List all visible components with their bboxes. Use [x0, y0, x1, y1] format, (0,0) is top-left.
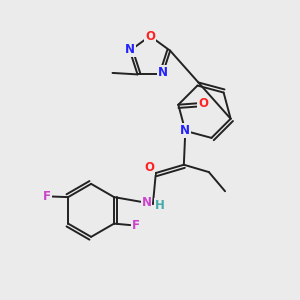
Text: N: N — [180, 124, 190, 137]
Text: O: O — [144, 161, 154, 174]
Text: N: N — [125, 43, 135, 56]
Text: O: O — [145, 30, 155, 43]
Text: O: O — [198, 97, 208, 110]
Text: F: F — [132, 219, 140, 232]
Text: H: H — [155, 199, 165, 212]
Text: N: N — [158, 66, 167, 80]
Text: N: N — [142, 196, 152, 209]
Text: F: F — [43, 190, 51, 203]
